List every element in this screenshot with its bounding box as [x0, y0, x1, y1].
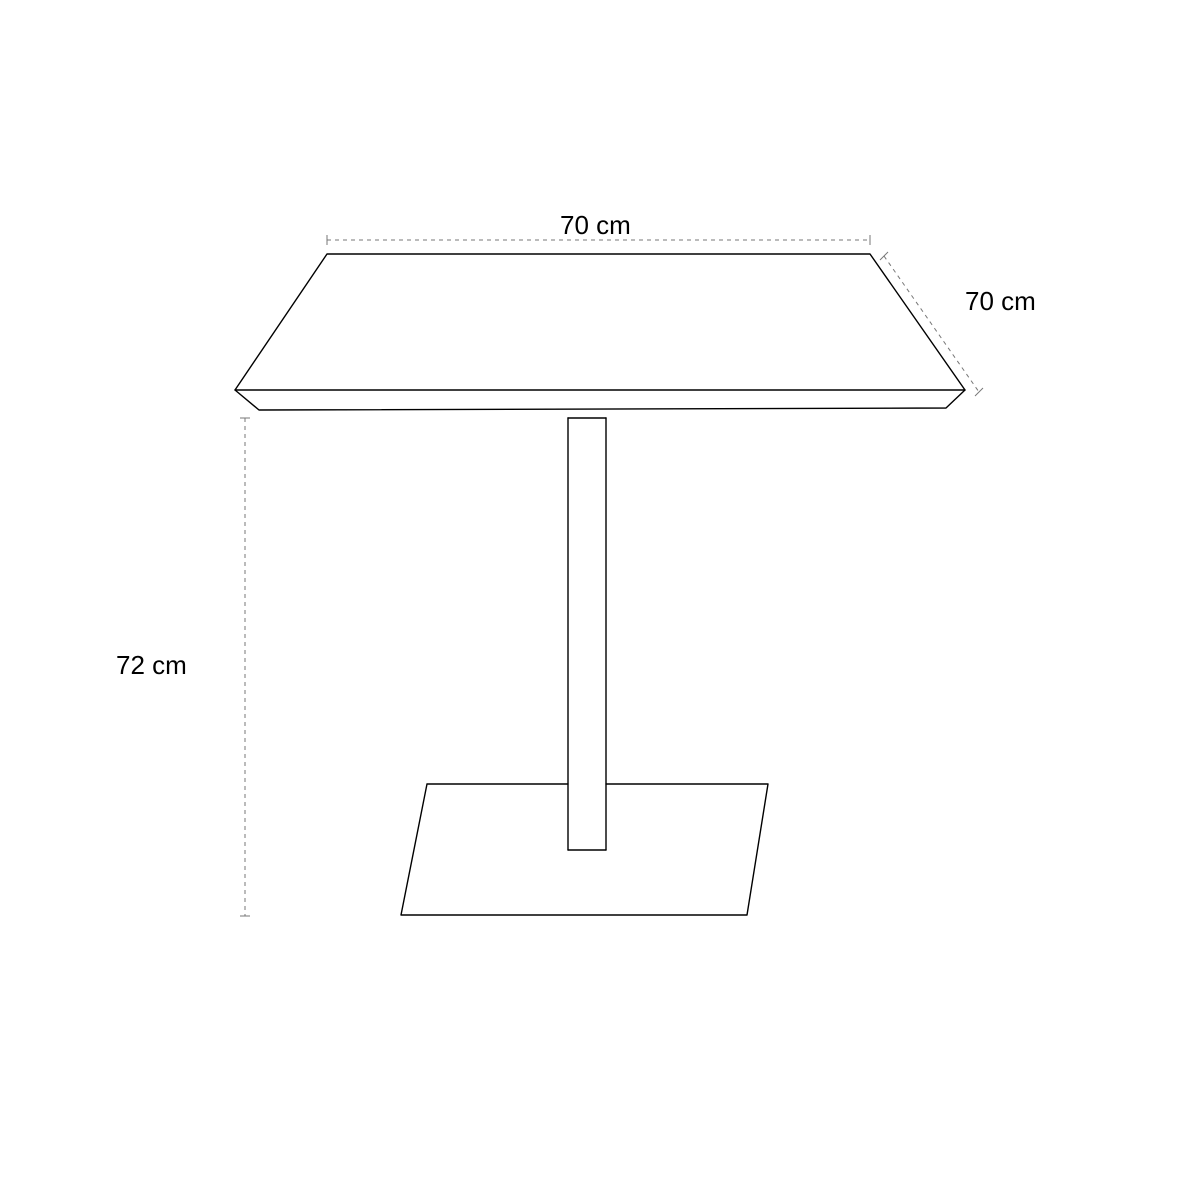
dim-depth-label: 70 cm	[965, 286, 1036, 317]
table-outline	[235, 254, 965, 915]
tabletop-edge	[235, 390, 965, 410]
table-dimension-diagram: 70 cm 70 cm 72 cm	[0, 0, 1200, 1200]
diagram-svg	[0, 0, 1200, 1200]
dimension-lines	[245, 240, 979, 916]
dimension-ticks	[240, 235, 983, 916]
dim-width-label: 70 cm	[560, 210, 631, 241]
dim-height-label: 72 cm	[116, 650, 187, 681]
tabletop-surface	[235, 254, 965, 390]
dim-depth-line	[884, 256, 979, 392]
